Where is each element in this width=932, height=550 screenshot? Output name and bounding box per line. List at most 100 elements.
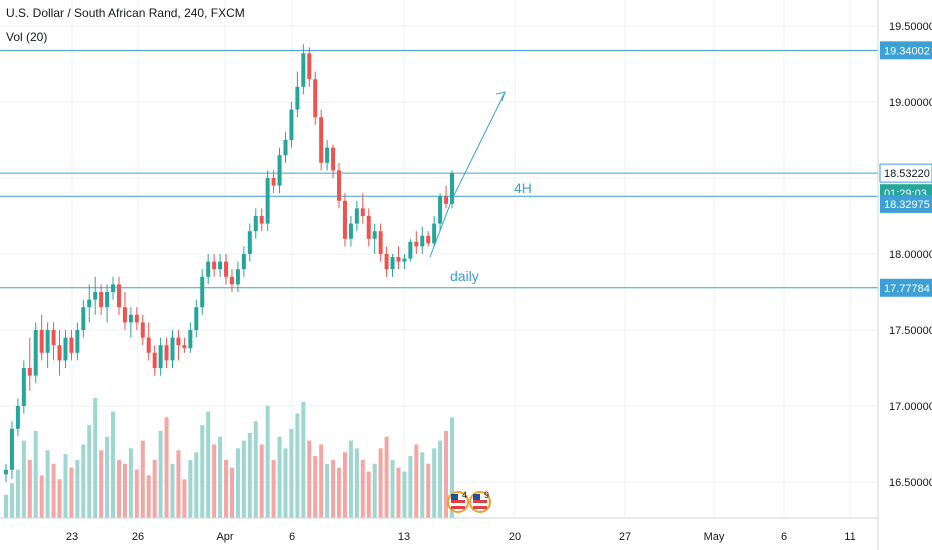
candle-body[interactable] [33,330,38,376]
candle-body[interactable] [63,337,68,361]
candle-body[interactable] [295,86,300,110]
volume-bar [360,459,365,518]
candle-body[interactable] [152,352,157,368]
candle-body[interactable] [194,307,199,330]
candle-body[interactable] [450,173,454,204]
candle-body[interactable] [241,254,246,270]
candle-body[interactable] [438,196,443,224]
candle-body[interactable] [384,254,389,270]
candle-body[interactable] [354,208,359,224]
volume-bar [438,440,443,518]
candle-body[interactable] [182,345,187,349]
candle-body[interactable] [396,257,401,262]
volume-bar [414,444,419,518]
candle-body[interactable] [366,216,371,239]
candle-body[interactable] [420,235,425,247]
candle-body[interactable] [158,345,163,368]
candle-body[interactable] [253,216,258,232]
candle-body[interactable] [176,337,181,346]
symbol-title: U.S. Dollar / South African Rand, 240, F… [6,6,245,20]
candle-body[interactable] [360,208,365,216]
candle-body[interactable] [307,53,312,80]
candle-body[interactable] [99,292,104,308]
candle-body[interactable] [235,269,240,285]
candle-body[interactable] [224,261,229,277]
volume-bar [99,450,104,518]
candle-body[interactable] [164,345,169,361]
event-flag-icon[interactable]: 4 [447,490,469,513]
candle-body[interactable] [348,223,353,239]
candle-body[interactable] [259,216,264,224]
candle-body[interactable] [313,79,318,118]
volume-bar [450,417,454,518]
volume-bar [354,448,359,518]
candle-body[interactable] [111,284,116,292]
candle-body[interactable] [337,170,342,201]
candle-body[interactable] [301,53,306,87]
candle-body[interactable] [39,330,44,353]
candle-body[interactable] [146,337,151,353]
trend-line[interactable] [429,91,506,258]
candle-body[interactable] [229,276,234,285]
candle-body[interactable] [134,314,139,323]
projection-line[interactable] [429,91,506,258]
candle-body[interactable] [432,223,437,244]
candle-body[interactable] [325,147,330,163]
candle-body[interactable] [218,261,223,270]
candle-body[interactable] [9,428,14,470]
candle-body[interactable] [122,307,127,323]
candle-body[interactable] [140,322,145,338]
candlesticks[interactable] [4,44,454,482]
candle-body[interactable] [4,469,8,475]
candle-body[interactable] [402,258,407,262]
candle-body[interactable] [27,368,32,376]
volume-bar [283,448,288,518]
volume-bar [426,463,431,518]
candle-body[interactable] [331,147,336,171]
candle-body[interactable] [206,261,211,277]
candle-body[interactable] [271,178,276,186]
volume-bar [271,459,276,518]
candle-body[interactable] [200,276,205,308]
candle-body[interactable] [342,200,347,239]
time-tick-label: 6 [781,531,787,543]
candle-body[interactable] [51,330,56,346]
candle-body[interactable] [289,109,294,140]
candle-body[interactable] [265,178,270,224]
candle-body[interactable] [75,330,80,353]
candle-body[interactable] [69,337,74,353]
candle-body[interactable] [319,117,324,163]
volume-bar [69,467,74,518]
candle-body[interactable] [414,241,419,247]
volume-bar [229,467,234,518]
candle-body[interactable] [212,261,217,270]
candle-body[interactable] [15,406,20,429]
candle-body[interactable] [81,307,86,330]
candle-body[interactable] [283,140,288,156]
time-tick-label: 27 [619,531,631,543]
candle-body[interactable] [277,155,282,186]
event-flag-icon[interactable]: 9 [469,490,491,513]
candle-body[interactable] [372,231,377,239]
candle-body[interactable] [170,337,175,361]
candle-body[interactable] [378,231,383,254]
candle-body[interactable] [444,196,449,204]
candle-body[interactable] [21,368,26,406]
volume-bar [21,440,26,518]
candle-body[interactable] [128,314,133,323]
candle-body[interactable] [116,284,121,308]
candle-body[interactable] [426,235,431,244]
candle-body[interactable] [87,299,92,308]
candle-body[interactable] [390,257,395,270]
candle-body[interactable] [45,330,50,353]
candle-body[interactable] [93,292,98,300]
candle-body[interactable] [408,241,413,259]
horizontal-levels[interactable] [0,49,878,289]
candle-body[interactable] [105,292,110,308]
candle-body[interactable] [57,345,62,361]
candle-body[interactable] [247,231,252,254]
volume-bar [15,469,20,518]
candle-body[interactable] [188,330,193,349]
